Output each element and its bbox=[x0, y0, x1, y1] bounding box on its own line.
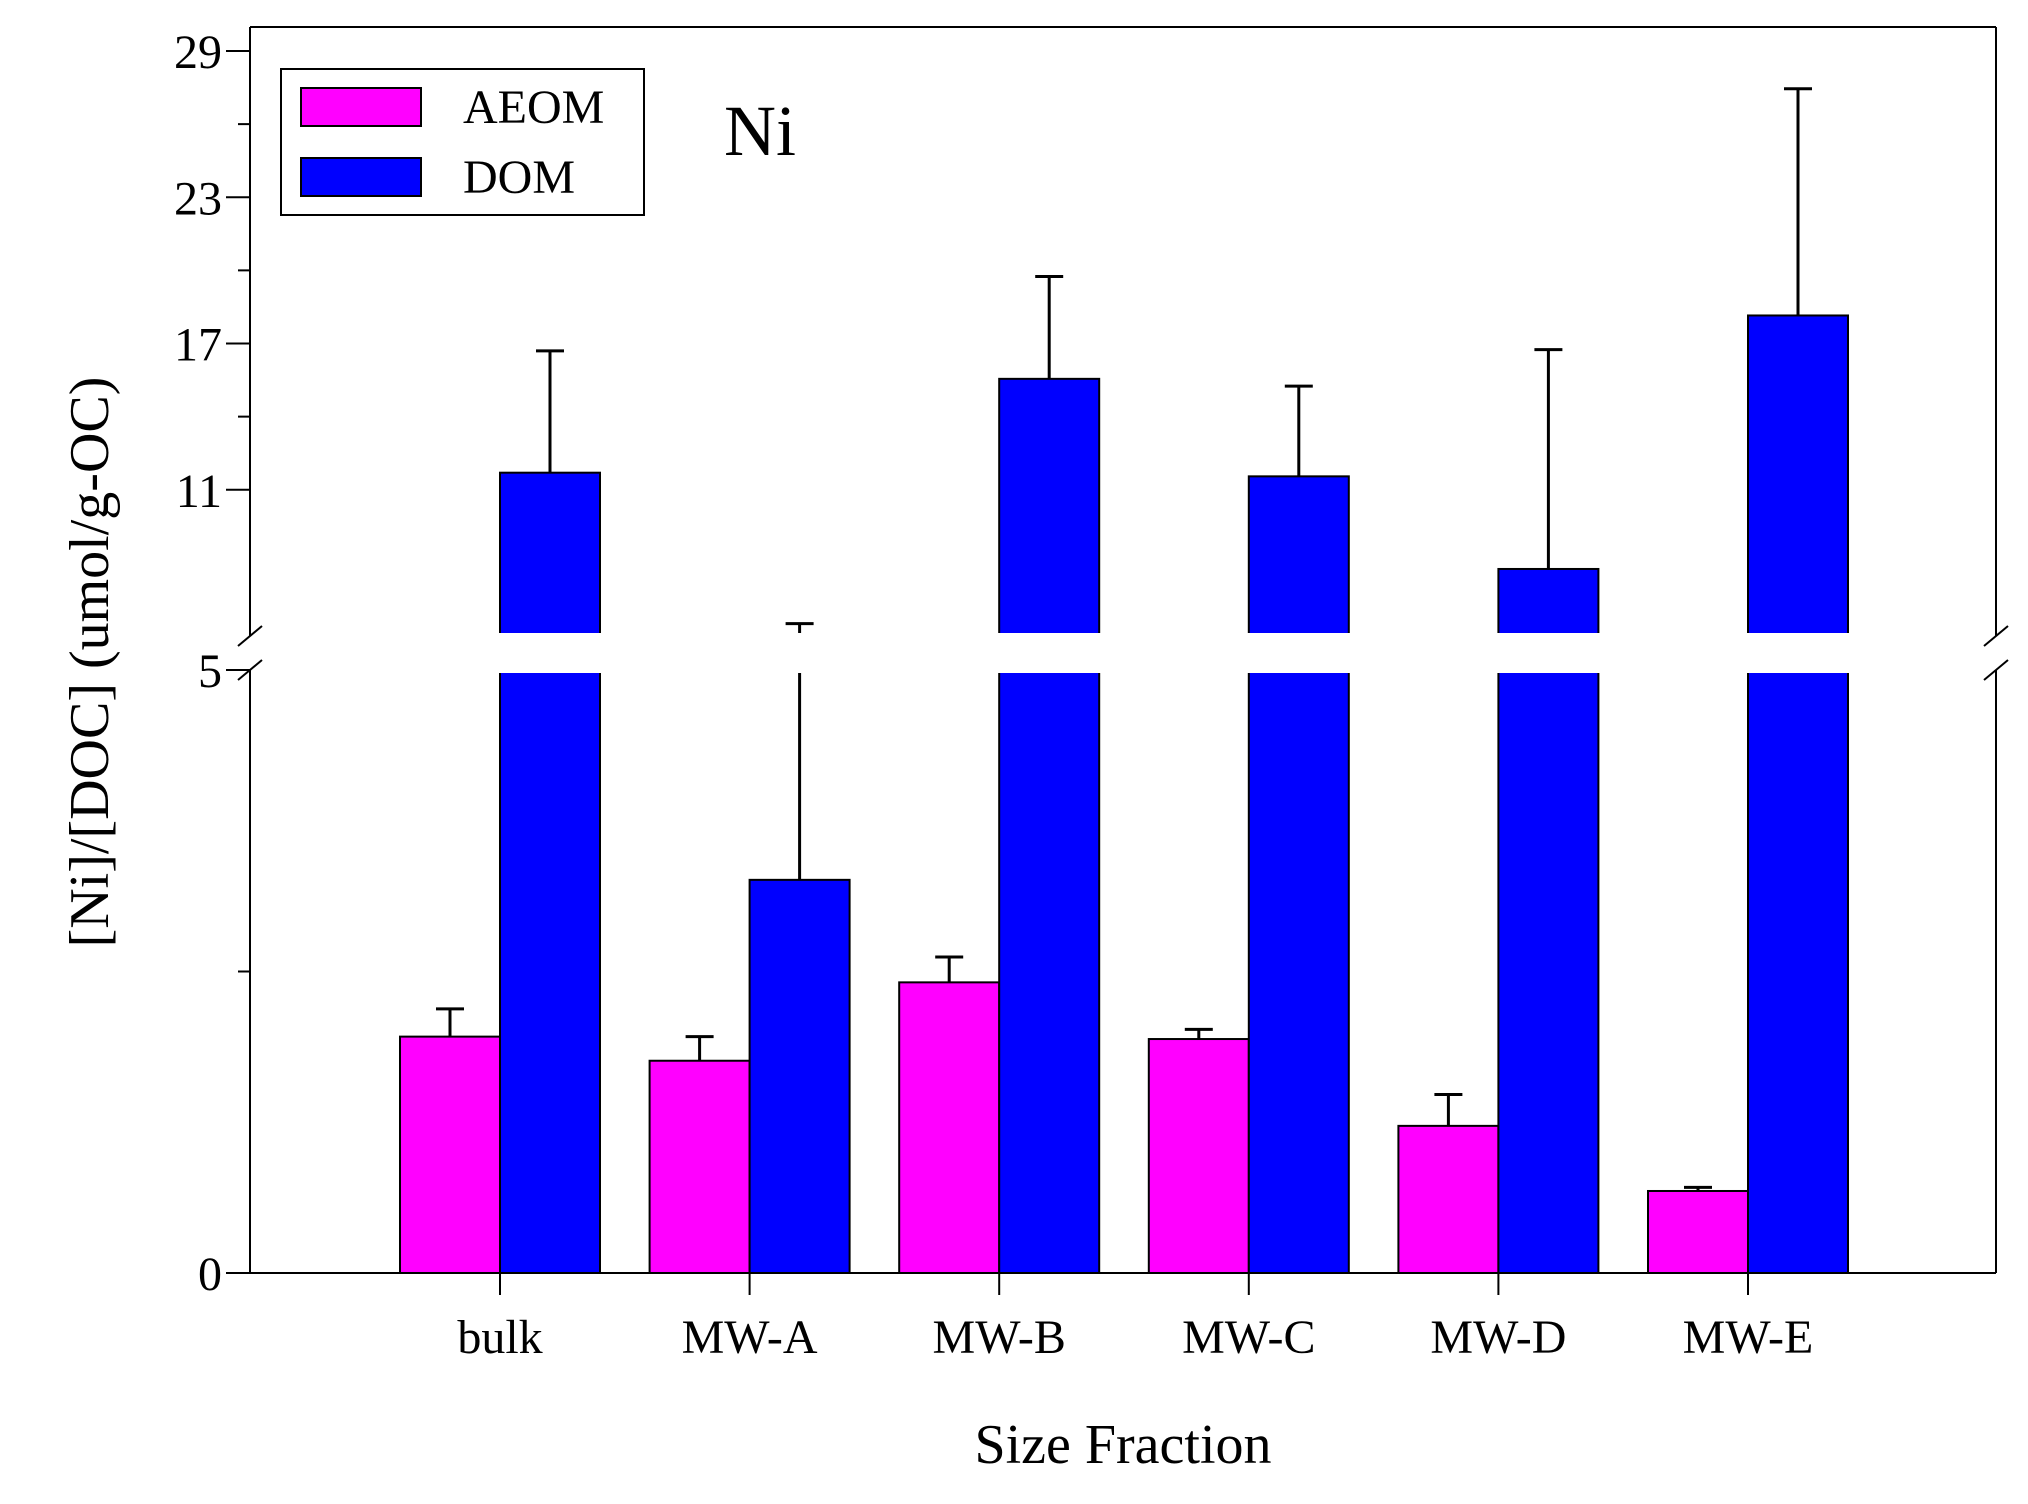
legend-swatch-dom bbox=[300, 157, 422, 197]
axis-break-marks bbox=[237, 625, 2009, 681]
bar-aeom-mw-d bbox=[1397, 1124, 1500, 1275]
x-tick-label-mw-e: MW-E bbox=[1683, 1311, 1814, 1364]
break-mark-left-top bbox=[237, 625, 263, 647]
axis-break-gap bbox=[230, 633, 2015, 673]
bar-aeom-mw-e bbox=[1647, 1189, 1749, 1274]
bar-dom-mw-c bbox=[1247, 475, 1350, 1274]
bar-dom-mw-d bbox=[1497, 567, 1600, 1274]
bar-aeom-bulk bbox=[399, 1035, 501, 1275]
y-tick-label-lower-0: 0 bbox=[198, 1248, 222, 1301]
bar-dom-mw-b bbox=[998, 377, 1101, 1274]
bar-aeom-mw-b bbox=[898, 981, 1001, 1274]
y-tick-label-23: 23 bbox=[174, 172, 222, 225]
x-tick-labels: bulk MW-A MW-B MW-C MW-D MW-E bbox=[457, 1311, 1813, 1364]
legend: AEOM DOM bbox=[280, 68, 645, 216]
y-tick-label-17: 17 bbox=[174, 319, 222, 372]
break-mark-right-bottom bbox=[1983, 659, 2009, 681]
plot-frame bbox=[249, 26, 1997, 1274]
bar-aeom-mw-c bbox=[1147, 1038, 1250, 1275]
bar-dom-bulk bbox=[499, 471, 601, 1274]
break-mark-right-top bbox=[1983, 625, 2009, 647]
y-tick-label-lower-5: 5 bbox=[198, 645, 222, 698]
legend-label-dom: DOM bbox=[463, 151, 575, 204]
x-tick-label-mw-b: MW-B bbox=[933, 1311, 1066, 1364]
legend-swatch-aeom bbox=[300, 87, 422, 127]
y-axis-label: [Ni]/[DOC] (umol/g-OC) bbox=[59, 377, 121, 948]
x-tick-label-mw-c: MW-C bbox=[1182, 1311, 1315, 1364]
x-tick-label-mw-a: MW-A bbox=[682, 1311, 818, 1364]
y-tick-label-29: 29 bbox=[174, 26, 222, 79]
bar-dom-mw-a bbox=[748, 878, 851, 1274]
chart-title: Ni bbox=[724, 91, 796, 171]
error-bars-layer bbox=[436, 87, 1812, 1191]
x-ticks-layer bbox=[499, 1273, 1749, 1295]
y-tick-label-11: 11 bbox=[176, 465, 222, 518]
bar-aeom-mw-a bbox=[648, 1059, 751, 1275]
bar-dom-mw-e bbox=[1747, 314, 1849, 1274]
x-axis-label: Size Fraction bbox=[974, 1414, 1271, 1476]
y-tick-labels: 11 17 23 29 0 5 bbox=[174, 26, 222, 1301]
x-tick-label-mw-d: MW-D bbox=[1430, 1311, 1566, 1364]
y-ticks-layer bbox=[226, 50, 250, 1274]
x-tick-label-bulk: bulk bbox=[457, 1311, 542, 1364]
bars-layer bbox=[399, 314, 1849, 1275]
legend-label-aeom: AEOM bbox=[463, 81, 604, 134]
